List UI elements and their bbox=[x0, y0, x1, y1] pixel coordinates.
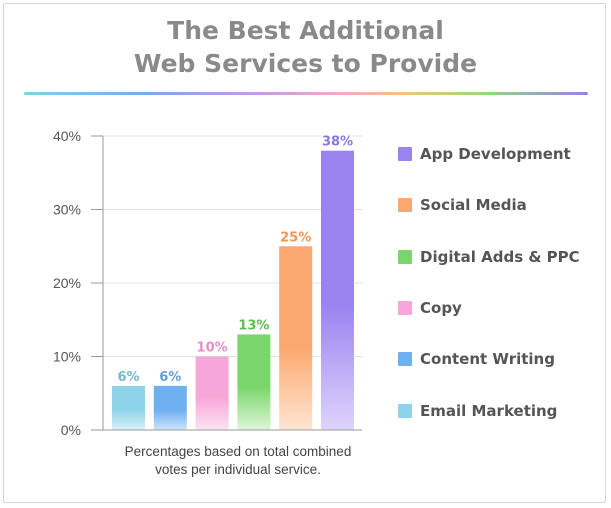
gridlines bbox=[103, 135, 362, 357]
chart-title-line-1: The Best Additional bbox=[167, 16, 444, 45]
bars bbox=[112, 150, 354, 430]
bar-value-label: 6% bbox=[117, 370, 139, 385]
footnote-line-1: Percentages based on total combined bbox=[124, 444, 352, 459]
legend-label: Email Marketing bbox=[420, 401, 558, 420]
legend-swatch bbox=[398, 249, 412, 264]
y-tick-label: 10% bbox=[53, 349, 81, 365]
legend-swatch bbox=[398, 300, 412, 315]
data-labels: 6% 6% 10% 13% 25% 38% bbox=[116, 133, 355, 386]
bar-digital-adds-ppc bbox=[237, 334, 271, 430]
y-tick-label: 0% bbox=[61, 422, 81, 438]
bar-content-writing bbox=[153, 385, 187, 430]
legend-label: Content Writing bbox=[420, 350, 555, 369]
bar-email-marketing bbox=[112, 385, 145, 430]
bar-value-label: 13% bbox=[238, 318, 269, 333]
footnote-line-2: votes per individual service. bbox=[155, 462, 321, 477]
y-tick-label: 30% bbox=[53, 202, 81, 218]
legend-label: App Development bbox=[420, 145, 571, 163]
bar-value-label: 25% bbox=[280, 230, 311, 245]
bar-value-label: 38% bbox=[322, 135, 353, 150]
bar-social-media bbox=[279, 246, 313, 430]
chart-title-line-2: Web Services to Provide bbox=[133, 49, 478, 78]
y-tick-label: 20% bbox=[53, 275, 81, 291]
axes: 0% 10% 20% 30% 40% bbox=[53, 128, 362, 438]
legend-swatch bbox=[398, 147, 412, 161]
bar-copy bbox=[195, 356, 229, 430]
legend-swatch bbox=[398, 198, 412, 213]
y-tick-label: 40% bbox=[53, 128, 81, 144]
chart-footnote: Percentages based on total combined vote… bbox=[98, 443, 378, 479]
legend-swatch bbox=[398, 403, 412, 418]
legend-label: Social Media bbox=[420, 196, 527, 215]
bar-app-development bbox=[321, 150, 354, 430]
bar-value-label: 6% bbox=[159, 370, 181, 385]
legend-label: Copy bbox=[420, 298, 462, 317]
title-divider bbox=[24, 92, 588, 95]
bar-value-label: 10% bbox=[197, 341, 228, 356]
legend-label: Digital Adds & PPC bbox=[420, 247, 580, 266]
chart-title: The Best Additional Web Services to Prov… bbox=[0, 14, 611, 80]
legend-swatch bbox=[398, 352, 412, 367]
